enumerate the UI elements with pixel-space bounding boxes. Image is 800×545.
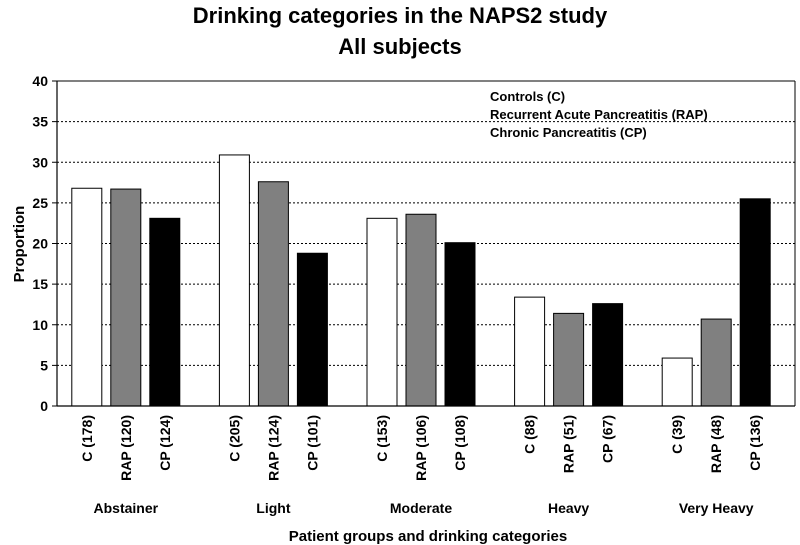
legend-item-cp: Chronic Pancreatitis (CP) — [490, 125, 647, 140]
x-group-label: Heavy — [548, 500, 589, 516]
y-tick-label: 35 — [32, 114, 48, 130]
bar-c — [71, 187, 103, 407]
bar-rap — [553, 312, 585, 407]
y-tick-label: 25 — [32, 195, 48, 211]
x-category-label: CP (136) — [747, 415, 763, 471]
bar-rap — [700, 318, 732, 407]
x-category-label: RAP (120) — [118, 415, 134, 481]
x-category-label: C (153) — [374, 415, 390, 462]
y-tick-labels: 0 5 10 15 20 25 30 35 40 — [32, 73, 48, 414]
x-category-label: CP (67) — [600, 415, 616, 463]
y-tick-label: 10 — [32, 317, 48, 333]
x-category-label: C (205) — [226, 415, 242, 462]
x-group-labels: Abstainer Light Moderate Heavy Very Heavy — [94, 500, 754, 516]
bars — [71, 154, 771, 407]
chart-title-line-1: Drinking categories in the NAPS2 study — [193, 3, 608, 28]
x-group-label: Light — [256, 500, 291, 516]
bar-cp — [149, 217, 181, 407]
x-group-label: Moderate — [390, 500, 452, 516]
axes — [52, 80, 796, 407]
bar-rap — [110, 188, 142, 407]
legend-item-rap: Recurrent Acute Pancreatitis (RAP) — [490, 107, 708, 122]
y-tick-label: 0 — [40, 398, 48, 414]
x-category-label: CP (101) — [304, 415, 320, 471]
y-tick-label: 30 — [32, 154, 48, 170]
x-category-label: RAP (48) — [708, 415, 724, 473]
x-category-label: C (178) — [79, 415, 95, 462]
y-tick-label: 5 — [40, 357, 48, 373]
x-category-labels: C (178) RAP (120) CP (124) C (205) RAP (124)… — [79, 415, 763, 481]
x-category-label: CP (124) — [157, 415, 173, 471]
bar-rap — [405, 213, 437, 407]
x-category-label: C (39) — [669, 415, 685, 454]
legend-item-controls: Controls (C) — [490, 89, 565, 104]
y-tick-label: 20 — [32, 236, 48, 252]
x-group-label: Abstainer — [94, 500, 159, 516]
bar-cp — [592, 303, 624, 407]
y-tick-label: 15 — [32, 276, 48, 292]
bar-cp — [296, 252, 328, 407]
y-tick-label: 40 — [32, 73, 48, 89]
bar-cp — [739, 198, 771, 407]
bar-c — [514, 296, 546, 407]
bar-c — [366, 217, 398, 407]
bar-rap — [257, 181, 289, 407]
bar-c — [661, 357, 693, 407]
legend: Controls (C) Recurrent Acute Pancreatiti… — [490, 89, 708, 140]
x-group-label: Very Heavy — [679, 500, 754, 516]
x-axis-label: Patient groups and drinking categories — [289, 528, 567, 545]
x-category-label: RAP (124) — [265, 415, 281, 481]
x-category-label: C (88) — [522, 415, 538, 454]
x-category-label: RAP (106) — [413, 415, 429, 481]
bar-c — [218, 154, 250, 407]
bar-cp — [444, 242, 476, 407]
y-axis-label: Proportion — [11, 206, 28, 283]
chart-title-line-2: All subjects — [338, 34, 461, 59]
x-category-label: RAP (51) — [561, 415, 577, 473]
x-category-label: CP (108) — [452, 415, 468, 471]
